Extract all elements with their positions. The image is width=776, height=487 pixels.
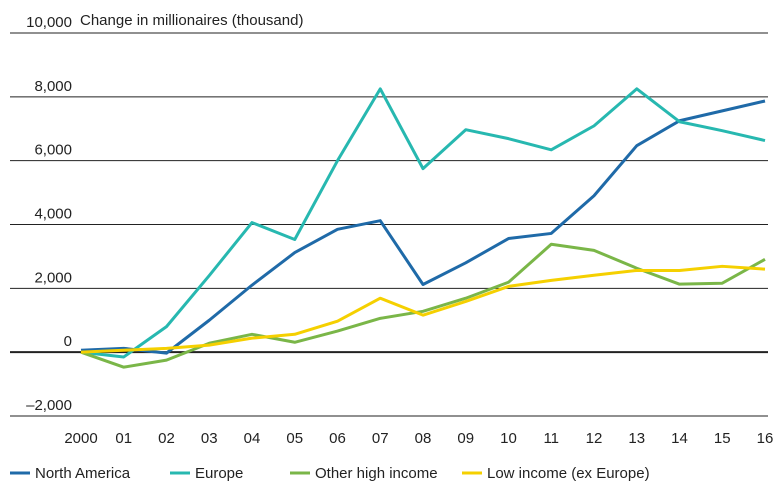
legend-label: North America (35, 465, 131, 482)
series-line (80, 99, 766, 355)
chart-title: Change in millionaires (thousand) (80, 12, 303, 29)
x-tick-label: 11 (543, 430, 559, 447)
x-tick-label: 15 (714, 430, 731, 447)
series-line (80, 264, 766, 354)
series-line (80, 242, 766, 369)
legend-label: Europe (195, 465, 243, 482)
x-tick-label: 10 (500, 430, 517, 447)
x-tick-label: 14 (671, 430, 688, 447)
y-tick-label: 6,000 (34, 142, 72, 159)
y-tick-label: 0 (64, 333, 72, 350)
x-tick-label: 02 (158, 430, 175, 447)
x-tick-label: 01 (115, 430, 132, 447)
x-tick-label: 16 (757, 430, 774, 447)
x-tick-label: 03 (201, 430, 218, 447)
x-tick-label: 04 (244, 430, 261, 447)
x-tick-label: 05 (286, 430, 303, 447)
legend-label: Low income (ex Europe) (487, 465, 650, 482)
y-tick-label: 8,000 (34, 78, 72, 95)
x-tick-label: 06 (329, 430, 346, 447)
y-tick-label: 10,000 (26, 14, 72, 31)
y-tick-label: –2,000 (26, 397, 72, 414)
y-tick-label: 4,000 (34, 206, 72, 223)
x-tick-label: 13 (628, 430, 645, 447)
x-tick-label: 07 (372, 430, 389, 447)
x-tick-label: 08 (415, 430, 432, 447)
series-line (80, 87, 766, 359)
x-tick-label: 09 (457, 430, 474, 447)
y-tick-label: 2,000 (34, 269, 72, 286)
x-tick-label: 12 (586, 430, 603, 447)
x-tick-label: 2000 (64, 430, 97, 447)
legend-label: Other high income (315, 465, 438, 482)
